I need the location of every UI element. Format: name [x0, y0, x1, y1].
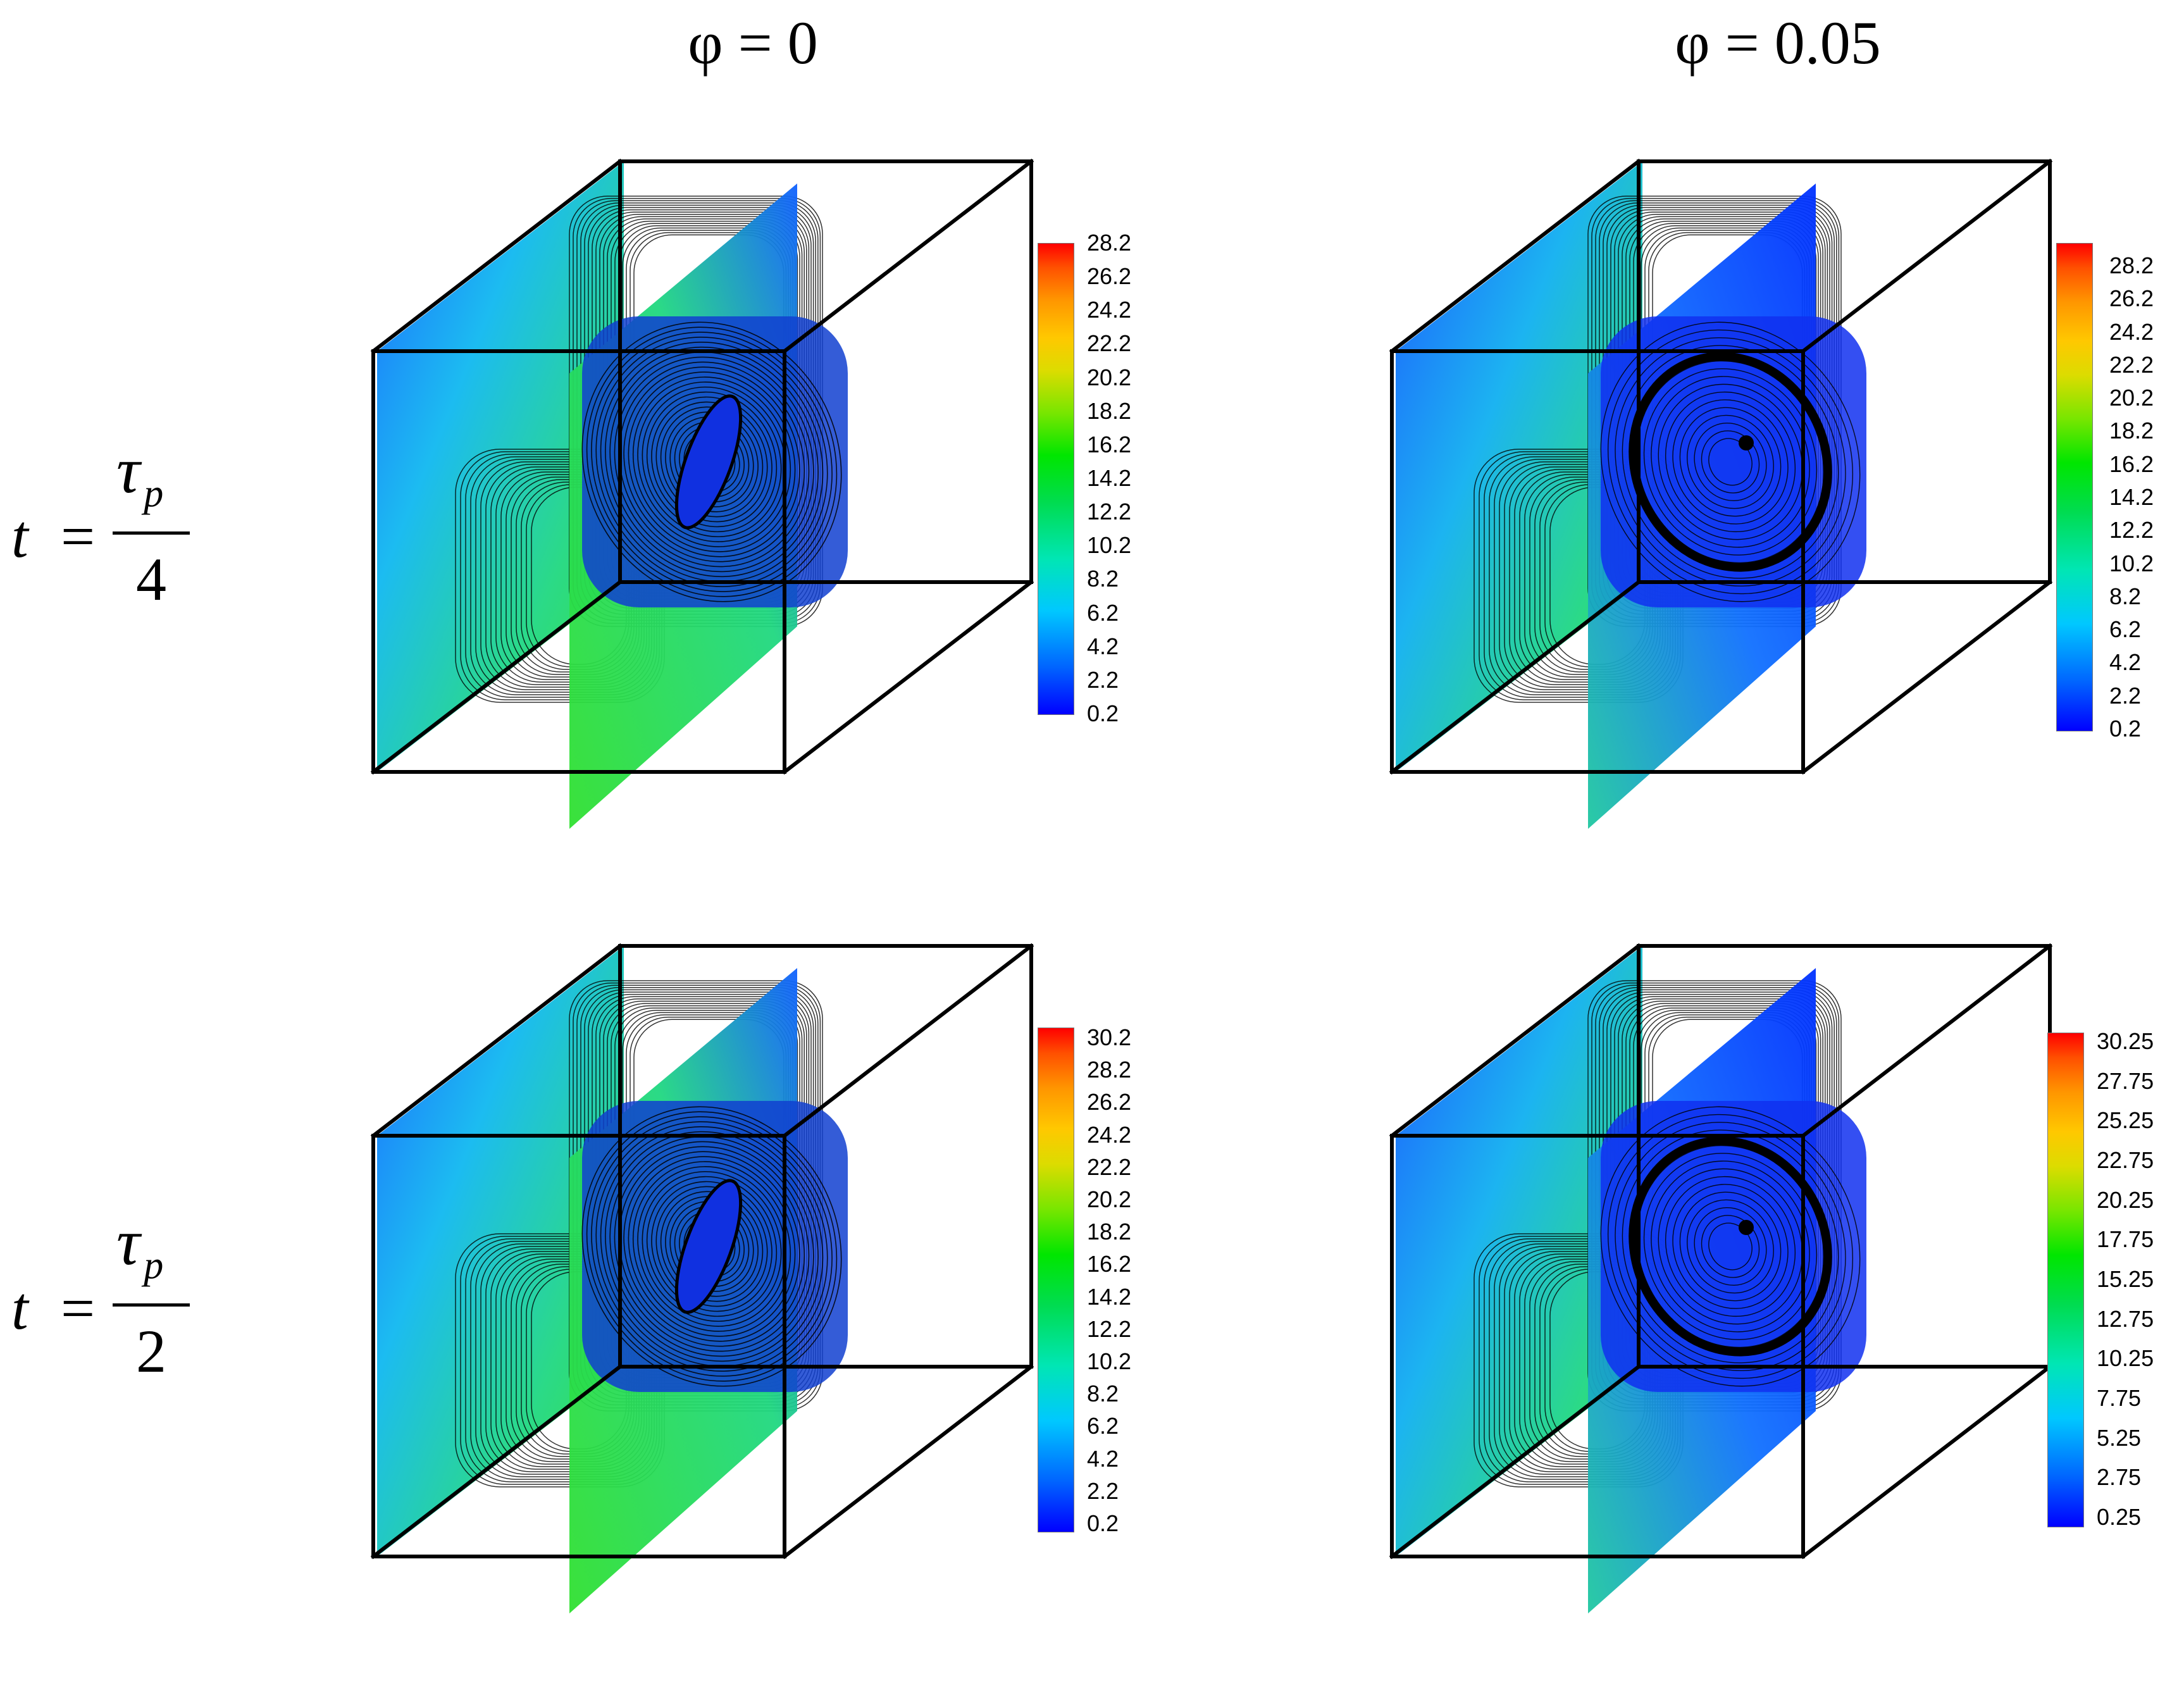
colorbar-tick-label: 4.2	[2109, 649, 2142, 676]
column-header-phi-0: φ = 0	[688, 9, 818, 77]
colorbar-tick-label: 0.25	[2097, 1504, 2142, 1530]
colorbar-tick-label: 18.2	[2109, 418, 2154, 444]
colorbar-tick-label: 16.2	[1087, 1251, 1132, 1277]
colorbar-tick-label: 28.2	[1087, 230, 1132, 256]
tau-p-numerator: τp	[116, 1206, 164, 1287]
colorbar-tick-label: 2.2	[2109, 682, 2142, 709]
colorbar-tick-label: 6.2	[1087, 1413, 1119, 1439]
colorbar-tick-label: 14.2	[2109, 484, 2154, 510]
colorbar-tick-label: 26.2	[2109, 285, 2154, 312]
colorbar-tick-label: 2.2	[1087, 666, 1119, 693]
fraction-bar	[113, 531, 190, 535]
column-header-phi-0-05: φ = 0.05	[1675, 9, 1881, 77]
colorbar-tick-label: 22.2	[2109, 351, 2154, 378]
colorbar-tick-label: 30.25	[2097, 1028, 2154, 1054]
cube-visualization	[1389, 158, 2053, 829]
colorbar-tick-label: 2.2	[1087, 1477, 1119, 1504]
colorbar-tick-label: 12.2	[2109, 517, 2154, 544]
colorbar-tick-label: 14.2	[1087, 465, 1132, 491]
colorbar-tick-label: 26.2	[1087, 263, 1132, 290]
equals-sign: =	[61, 1274, 96, 1342]
colorbar-tick-label: 25.25	[2097, 1107, 2154, 1134]
colorbar-tick-label: 12.2	[1087, 499, 1132, 525]
colorbar-tick-label: 6.2	[1087, 599, 1119, 626]
colorbar-tick-label: 2.75	[2097, 1464, 2142, 1491]
colorbar-tick-label: 18.2	[1087, 1219, 1132, 1245]
colorbar-tick-label: 4.2	[1087, 633, 1119, 659]
row-label-t-tau-over-4: t = τp 4	[0, 430, 228, 645]
colorbar-tick-label: 10.2	[2109, 550, 2154, 576]
colorbar-tick-label: 24.2	[1087, 297, 1132, 323]
colorbar-row1-phi-0-05	[2056, 243, 2093, 731]
colorbar-tick-label: 22.75	[2097, 1147, 2154, 1173]
time-symbol: t	[11, 1274, 28, 1342]
panel-row1-phi-0-05	[1373, 127, 2069, 911]
colorbar-tick-label: 20.2	[2109, 385, 2154, 411]
colorbar-tick-label: 20.25	[2097, 1186, 2154, 1213]
colorbar-row2-phi-0	[1038, 1028, 1074, 1532]
equals-sign: =	[61, 502, 96, 570]
row-label-t-tau-over-2: t = τp 2	[0, 1202, 228, 1417]
colorbar-tick-label: 20.2	[1087, 364, 1132, 390]
colorbar-tick-label: 24.2	[2109, 318, 2154, 345]
colorbar-tick-label: 10.2	[1087, 532, 1132, 559]
colorbar-tick-label: 26.2	[1087, 1089, 1132, 1115]
colorbar-tick-label: 12.75	[2097, 1305, 2154, 1332]
colorbar-tick-label: 8.2	[1087, 1381, 1119, 1407]
colorbar-tick-label: 0.2	[1087, 1510, 1119, 1536]
colorbar-tick-label: 28.2	[1087, 1057, 1132, 1083]
colorbar-tick-label: 4.2	[1087, 1445, 1119, 1472]
cube-visualization	[370, 943, 1034, 1613]
colorbar-row1-phi-0	[1038, 243, 1074, 715]
colorbar-tick-label: 12.2	[1087, 1315, 1132, 1342]
colorbar-tick-label: 7.75	[2097, 1385, 2142, 1411]
tau-p-numerator: τp	[116, 434, 164, 515]
colorbar-tick-label: 17.75	[2097, 1226, 2154, 1253]
colorbar-tick-label: 0.2	[1087, 700, 1119, 726]
colorbar-tick-label: 30.2	[1087, 1024, 1132, 1050]
cube-visualization	[370, 158, 1034, 829]
colorbar-tick-label: 18.2	[1087, 397, 1132, 424]
colorbar-tick-label: 16.2	[2109, 450, 2154, 477]
colorbar-tick-label: 22.2	[1087, 330, 1132, 357]
colorbar-tick-label: 10.25	[2097, 1345, 2154, 1372]
colorbar-tick-label: 28.2	[2109, 252, 2154, 278]
fraction-bar	[113, 1303, 190, 1307]
colorbar-tick-label: 6.2	[2109, 616, 2142, 643]
time-symbol: t	[11, 502, 28, 570]
colorbar-tick-label: 14.2	[1087, 1283, 1132, 1310]
colorbar-tick-label: 15.25	[2097, 1266, 2154, 1292]
denominator: 4	[136, 545, 166, 613]
colorbar-tick-label: 8.2	[2109, 583, 2142, 609]
colorbar-tick-label: 20.2	[1087, 1186, 1132, 1212]
colorbar-tick-label: 10.2	[1087, 1348, 1132, 1374]
cube-visualization	[1389, 943, 2053, 1613]
colorbar-tick-label: 8.2	[1087, 566, 1119, 592]
colorbar-tick-label: 0.2	[2109, 716, 2142, 742]
panel-row2-phi-0	[354, 911, 1050, 1696]
colorbar-row2-phi-0-05	[2047, 1033, 2084, 1527]
colorbar-tick-label: 5.25	[2097, 1424, 2142, 1451]
denominator: 2	[136, 1317, 166, 1385]
colorbar-tick-label: 27.75	[2097, 1067, 2154, 1094]
panel-row2-phi-0-05	[1373, 911, 2069, 1696]
panel-row1-phi-0	[354, 127, 1050, 911]
colorbar-tick-label: 16.2	[1087, 431, 1132, 457]
colorbar-tick-label: 22.2	[1087, 1153, 1132, 1180]
colorbar-tick-label: 24.2	[1087, 1121, 1132, 1148]
